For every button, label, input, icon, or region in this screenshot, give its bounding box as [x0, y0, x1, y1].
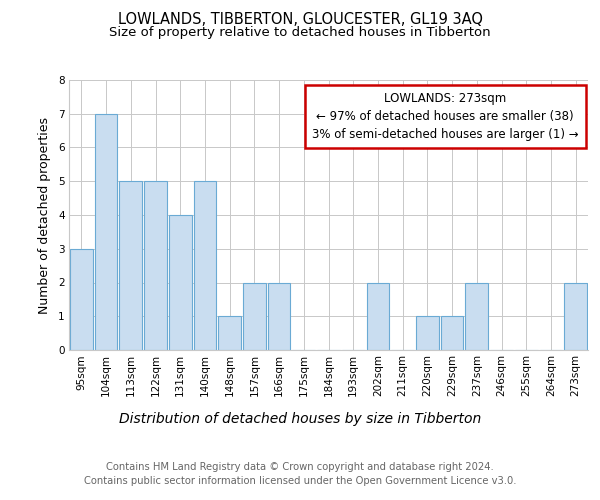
- Bar: [218, 316, 241, 350]
- Text: Distribution of detached houses by size in Tibberton: Distribution of detached houses by size …: [119, 412, 481, 426]
- Bar: [243, 282, 266, 350]
- Bar: [564, 282, 587, 350]
- Bar: [144, 181, 167, 350]
- Bar: [268, 282, 290, 350]
- Bar: [416, 316, 439, 350]
- Text: Size of property relative to detached houses in Tibberton: Size of property relative to detached ho…: [109, 26, 491, 39]
- Bar: [119, 181, 142, 350]
- Text: Contains public sector information licensed under the Open Government Licence v3: Contains public sector information licen…: [84, 476, 516, 486]
- Text: LOWLANDS: 273sqm
← 97% of detached houses are smaller (38)
3% of semi-detached h: LOWLANDS: 273sqm ← 97% of detached house…: [312, 92, 578, 141]
- Bar: [367, 282, 389, 350]
- Bar: [169, 215, 191, 350]
- Y-axis label: Number of detached properties: Number of detached properties: [38, 116, 51, 314]
- Bar: [194, 181, 216, 350]
- Bar: [70, 248, 93, 350]
- Bar: [466, 282, 488, 350]
- Bar: [441, 316, 463, 350]
- Text: Contains HM Land Registry data © Crown copyright and database right 2024.: Contains HM Land Registry data © Crown c…: [106, 462, 494, 472]
- Bar: [95, 114, 118, 350]
- Text: LOWLANDS, TIBBERTON, GLOUCESTER, GL19 3AQ: LOWLANDS, TIBBERTON, GLOUCESTER, GL19 3A…: [118, 12, 482, 28]
